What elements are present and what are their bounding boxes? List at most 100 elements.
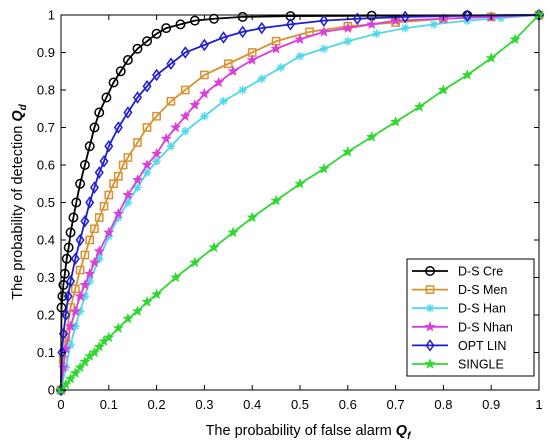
data-point <box>142 168 152 177</box>
data-point <box>89 181 99 194</box>
data-point <box>57 346 67 359</box>
series-d-s-han <box>56 10 544 395</box>
x-tick-label: 0.9 <box>482 397 500 412</box>
data-point <box>109 179 118 189</box>
data-point <box>69 367 81 378</box>
data-point <box>88 346 101 358</box>
data-point <box>352 12 362 26</box>
data-point <box>131 305 144 316</box>
data-point <box>114 171 123 181</box>
data-point <box>496 13 505 23</box>
data-point <box>270 42 282 54</box>
data-point <box>90 224 99 234</box>
data-point <box>213 76 225 88</box>
data-point <box>295 52 305 61</box>
legend-entry: D-S Han <box>412 302 506 316</box>
data-point <box>80 250 90 260</box>
data-point <box>437 84 449 95</box>
data-point <box>79 160 90 170</box>
series-line <box>60 14 540 391</box>
x-tick-label: 0.3 <box>195 397 213 412</box>
data-point <box>132 43 143 54</box>
legend-label: D-S Men <box>458 283 507 297</box>
x-tick-label: 0.1 <box>100 397 118 412</box>
data-point <box>227 226 239 238</box>
y-tick-label: 0.9 <box>37 45 55 60</box>
data-point <box>95 254 104 263</box>
data-point <box>61 308 71 322</box>
y-tick-label: 0.4 <box>37 233 55 248</box>
data-point <box>132 91 143 104</box>
data-point <box>85 196 95 209</box>
x-axis-label: The probability of false alarm Qf <box>206 423 412 442</box>
legend-marker <box>425 339 435 352</box>
x-tick-label: 0.2 <box>148 397 166 412</box>
data-point <box>133 138 142 147</box>
data-point <box>319 44 329 53</box>
data-point <box>246 54 258 65</box>
data-point <box>80 214 90 228</box>
data-point <box>485 52 497 63</box>
data-point <box>160 132 172 144</box>
legend-box <box>406 258 535 377</box>
data-point <box>123 106 133 119</box>
data-point <box>257 21 267 35</box>
y-tick-label: 0.2 <box>37 308 55 323</box>
data-point <box>238 25 248 39</box>
data-point <box>142 36 152 47</box>
data-point <box>64 320 77 331</box>
data-point <box>152 111 161 121</box>
data-point <box>166 142 176 151</box>
data-point <box>180 46 190 59</box>
data-point <box>238 85 247 95</box>
data-point <box>175 19 186 30</box>
data-point <box>104 190 114 200</box>
data-point <box>75 307 85 316</box>
data-point <box>462 9 472 23</box>
legend-entry: D-S Men <box>412 283 507 297</box>
data-point <box>108 77 119 88</box>
x-tick-label: 0.7 <box>387 397 405 412</box>
data-point <box>64 372 77 384</box>
data-point <box>63 289 73 303</box>
data-point <box>342 146 354 157</box>
data-point <box>122 55 133 65</box>
data-point <box>200 112 209 121</box>
data-point <box>366 131 378 142</box>
data-point <box>99 201 109 211</box>
data-point <box>318 26 330 37</box>
axes-ticks: 0 0.1 0.2 0.3 0.4 0.5 0.6 0.7 0.8 0.9 1 0 0.1 0.2 0.3 0… <box>37 8 543 413</box>
data-point <box>152 157 161 166</box>
x-tick-label: 0.5 <box>291 397 309 412</box>
data-point <box>63 242 74 253</box>
data-point <box>151 288 163 300</box>
data-point <box>237 11 248 22</box>
data-point <box>342 22 354 33</box>
y-tick-label: 0.8 <box>37 83 55 98</box>
data-point <box>85 277 94 286</box>
data-point <box>94 166 104 179</box>
data-point <box>94 107 105 118</box>
data-point <box>58 280 69 290</box>
data-point <box>189 256 201 268</box>
legend-marker <box>425 304 435 313</box>
legend-label: D-S Nhan <box>458 320 513 334</box>
legend-label: D-S Cre <box>458 265 503 279</box>
data-point <box>189 15 200 26</box>
legend-label: D-S Han <box>458 302 506 316</box>
data-point <box>66 274 76 288</box>
y-tick-label: 1 <box>48 8 55 23</box>
data-point <box>161 23 172 34</box>
data-point <box>429 20 439 29</box>
data-point <box>94 213 104 222</box>
y-tick-label: 0.6 <box>37 158 55 173</box>
data-point <box>70 252 80 266</box>
legend-label: OPT LIN <box>458 339 506 353</box>
x-tick-label: 0.6 <box>339 397 357 412</box>
data-point <box>84 141 95 152</box>
legend-entry: D-S Cre <box>412 265 503 279</box>
data-point <box>227 65 239 76</box>
legend-marker <box>425 285 435 294</box>
data-point <box>71 322 80 331</box>
